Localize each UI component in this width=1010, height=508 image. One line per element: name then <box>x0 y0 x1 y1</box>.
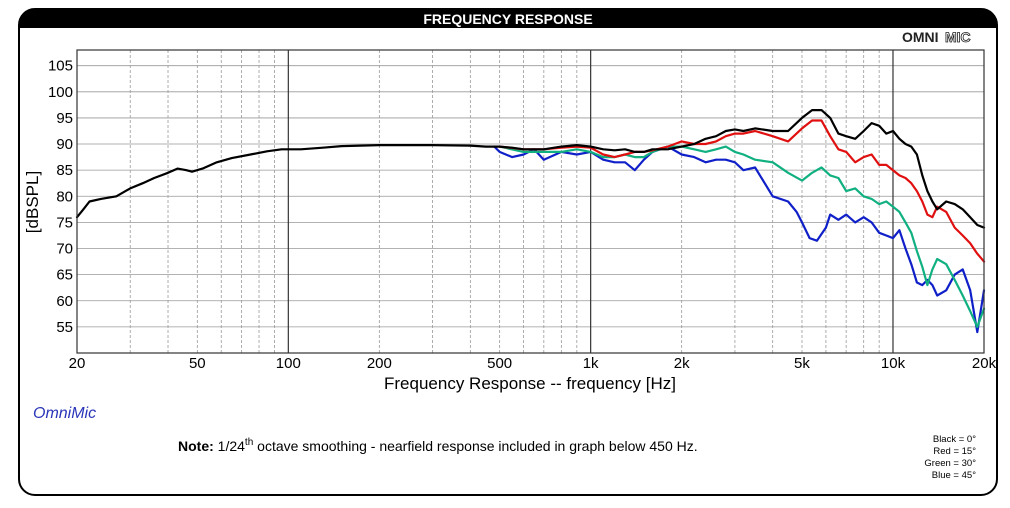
x-tick-label: 20 <box>69 355 86 372</box>
y-tick-label: 75 <box>56 214 73 231</box>
x-tick-label: 20k <box>972 355 997 372</box>
x-tick-label: 200 <box>367 355 392 372</box>
smoothing-note: Note: 1/24th octave smoothing - nearfiel… <box>178 437 698 454</box>
x-tick-label: 5k <box>794 355 810 372</box>
note-text2: octave smoothing - nearfield response in… <box>253 438 697 454</box>
legend-item-blue: Blue = 45° <box>932 470 976 481</box>
logo-omni: OMNI <box>902 29 939 45</box>
y-tick-label: 85 <box>56 162 73 179</box>
series-line-45deg <box>493 145 986 334</box>
plot-background <box>76 49 985 354</box>
major-grid <box>287 50 894 353</box>
x-tick-label: 2k <box>674 355 690 372</box>
series-layer <box>75 109 986 334</box>
y-tick-label: 65 <box>56 267 73 284</box>
omnimic-logo: OMNI MIC <box>902 29 971 46</box>
x-tick-labels: 20 50 100 200 500 1k 2k 5k 10k 20k <box>69 355 997 372</box>
plot-frame <box>76 49 985 354</box>
plot-area: 55 60 65 70 75 80 85 90 95 100 105 20 50 100 200 500 1k… <box>48 49 997 372</box>
series-line-15deg <box>498 119 986 263</box>
legend: Black = 0° Red = 15° Green = 30° Blue = … <box>924 434 976 481</box>
x-tick-label: 100 <box>276 355 301 372</box>
y-tick-label: 70 <box>56 241 73 258</box>
legend-item-black: Black = 0° <box>933 434 976 445</box>
note-text1: 1/24 <box>214 438 245 454</box>
note-bold: Note: <box>178 438 214 454</box>
logo-mic: MIC <box>945 29 971 45</box>
y-tick-labels: 55 60 65 70 75 80 85 90 95 100 105 <box>48 58 73 336</box>
x-tick-label: 10k <box>881 355 906 372</box>
y-tick-label: 90 <box>56 136 73 153</box>
page-title: FREQUENCY RESPONSE <box>423 11 592 27</box>
x-tick-label: 50 <box>189 355 206 372</box>
y-tick-label: 105 <box>48 58 73 75</box>
x-tick-label: 1k <box>583 355 599 372</box>
y-axis-label: [dBSPL] <box>23 171 42 233</box>
y-tick-label: 80 <box>56 188 73 205</box>
x-axis-label: Frequency Response -- frequency [Hz] <box>384 374 676 393</box>
title-bar <box>19 9 997 28</box>
series-line-0deg <box>75 109 986 229</box>
y-tick-label: 100 <box>48 84 73 101</box>
x-tick-label: 500 <box>487 355 512 372</box>
y-tick-label: 95 <box>56 110 73 127</box>
app-name: OmniMic <box>33 405 96 422</box>
note-sup: th <box>245 437 253 448</box>
y-tick-label: 55 <box>56 319 73 336</box>
legend-item-green: Green = 30° <box>924 458 976 469</box>
legend-item-red: Red = 15° <box>933 446 976 457</box>
y-tick-label: 60 <box>56 293 73 310</box>
